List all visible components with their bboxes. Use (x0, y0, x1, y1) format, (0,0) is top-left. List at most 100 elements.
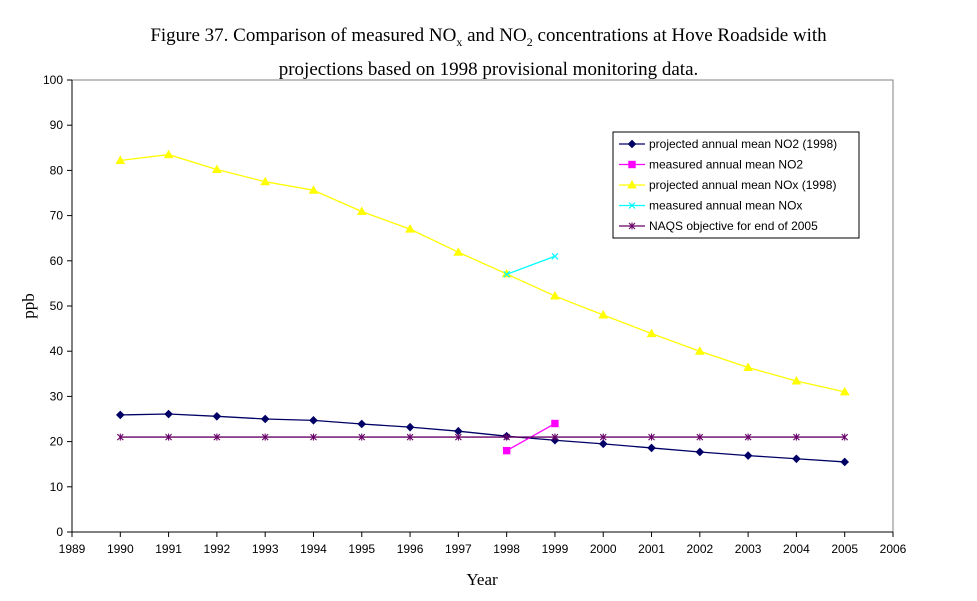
legend-entry: projected annual mean NO2 (1998) (619, 137, 837, 151)
series-4 (116, 433, 849, 441)
x-tick-label: 2003 (735, 542, 762, 556)
x-tick-label: 1994 (300, 542, 327, 556)
x-tick-label: 1990 (107, 542, 134, 556)
title-text-b: and NO (462, 25, 527, 46)
data-point (599, 433, 607, 441)
title-subscript-2: 2 (526, 34, 533, 49)
x-tick-label: 2001 (638, 542, 665, 556)
x-tick-label: 1989 (59, 542, 86, 556)
y-tick-label: 80 (50, 163, 64, 177)
data-point (743, 362, 753, 371)
x-tick-label: 1997 (445, 542, 472, 556)
x-tick-label: 2000 (590, 542, 617, 556)
x-tick-label: 1998 (493, 542, 520, 556)
series-line (120, 413, 845, 463)
data-point (405, 224, 415, 233)
data-point (598, 310, 609, 319)
marker-stroke (551, 252, 559, 260)
data-point (212, 411, 222, 421)
title-text-c: concentrations at Hove Roadside with (532, 25, 827, 46)
data-point (116, 433, 124, 441)
y-tick-label: 20 (50, 435, 64, 449)
chart-title-line-1: Figure 37. Comparison of measured NOx an… (0, 22, 977, 56)
x-tick-label: 2002 (686, 542, 713, 556)
y-tick-label: 50 (50, 299, 64, 313)
data-point (453, 247, 464, 256)
legend-label: measured annual mean NOx (649, 199, 802, 213)
legend-label: measured annual mean NO2 (649, 158, 803, 172)
chart-title: Figure 37. Comparison of measured NOx an… (0, 22, 977, 83)
data-point (839, 386, 850, 396)
data-point (503, 270, 511, 278)
data-point (164, 409, 173, 419)
legend-entry: measured annual mean NOx (619, 199, 802, 213)
data-point (260, 176, 271, 186)
y-axis-title: ppb (19, 293, 38, 319)
legend-swatch-marker (627, 139, 637, 149)
data-point (503, 433, 511, 441)
title-subscript-x: x (456, 34, 463, 49)
axes: 0 10 20 30 40 50 60 70 80 90 100 1989 1990 1991 1992 19… (43, 73, 907, 556)
data-point (648, 433, 655, 441)
x-tick-label: 1995 (348, 542, 375, 556)
x-tick-label: 1993 (252, 542, 279, 556)
data-point (551, 433, 559, 441)
y-tick-label: 40 (50, 344, 64, 358)
data-point (165, 433, 172, 441)
data-point (744, 433, 752, 441)
legend-label: projected annual mean NOx (1998) (649, 178, 836, 192)
data-point (454, 433, 462, 441)
x-tick-label: 1991 (155, 542, 182, 556)
data-point (646, 328, 657, 338)
x-tick-label: 1992 (204, 542, 231, 556)
title-text-a: Figure 37. Comparison of measured NO (150, 25, 457, 46)
data-point (405, 422, 415, 432)
data-point (598, 439, 608, 449)
x-tick-label: 1999 (542, 542, 569, 556)
data-point (694, 346, 705, 355)
data-point (551, 252, 559, 260)
series-line (120, 153, 845, 393)
data-point (309, 416, 318, 425)
data-point (163, 149, 174, 159)
data-point (791, 376, 802, 385)
legend-swatch-marker (628, 222, 636, 230)
legend-label: NAQS objective for end of 2005 (649, 219, 818, 233)
data-point (308, 185, 319, 194)
legend-swatch-marker (627, 179, 637, 189)
legend-swatch-marker (628, 202, 636, 209)
marker-stroke (503, 270, 511, 278)
data-point (213, 433, 221, 441)
x-axis-title: Year (466, 570, 498, 589)
data-point (840, 457, 850, 467)
legend-swatch-marker (628, 160, 636, 169)
chart-title-line-2: projections based on 1998 provisional mo… (278, 58, 699, 80)
legend-entry: NAQS objective for end of 2005 (619, 219, 818, 233)
y-tick-label: 0 (56, 525, 63, 539)
data-point (793, 433, 800, 441)
legend-label: projected annual mean NO2 (1998) (649, 137, 837, 151)
data-point (647, 443, 656, 453)
data-point (743, 451, 753, 460)
x-tick-label: 2006 (880, 542, 907, 556)
data-point (358, 433, 366, 441)
data-point (551, 419, 559, 428)
data-point (212, 164, 222, 173)
data-point (357, 419, 367, 429)
x-tick-label: 2004 (783, 542, 810, 556)
data-point (406, 433, 414, 441)
series-0 (115, 409, 850, 467)
legend-box (612, 131, 860, 239)
series-3 (503, 252, 559, 278)
data-point (115, 155, 126, 164)
data-point (115, 410, 125, 420)
data-point (356, 206, 367, 216)
data-point (841, 433, 849, 441)
y-tick-label: 100 (43, 73, 63, 87)
data-point (260, 414, 270, 424)
x-tick-label: 1996 (397, 542, 424, 556)
y-tick-label: 60 (50, 254, 64, 268)
y-tick-label: 70 (50, 209, 64, 223)
data-point (695, 447, 705, 457)
